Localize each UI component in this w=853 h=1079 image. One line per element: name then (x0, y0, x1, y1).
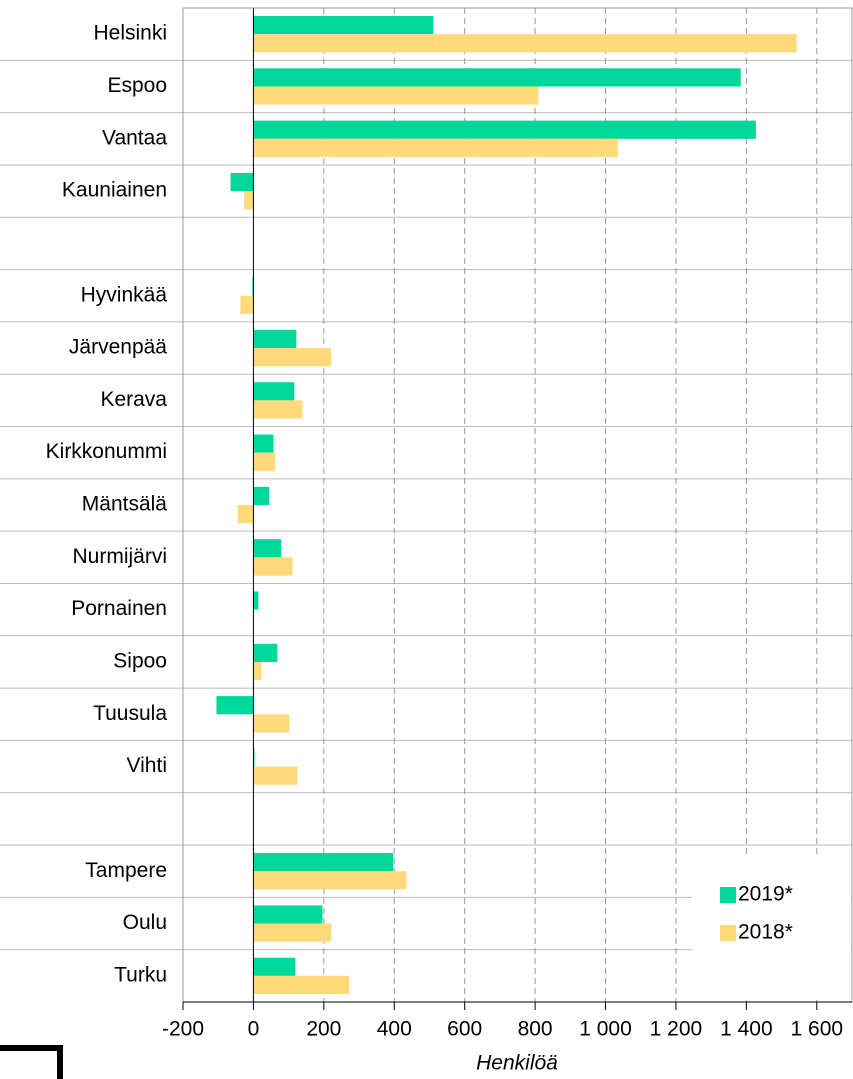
bar (253, 591, 259, 610)
bar (253, 923, 332, 942)
x-tick-label: 800 (518, 1018, 553, 1041)
x-tick-label: 200 (306, 1018, 341, 1041)
y-tick-label: Tampere (85, 859, 167, 882)
y-tick-label: Sipoo (113, 649, 167, 672)
x-tick-label: 1 200 (650, 1018, 703, 1041)
bar (253, 382, 295, 401)
legend-swatch (720, 887, 736, 903)
bar (253, 714, 290, 733)
bar (253, 748, 255, 767)
bar (253, 86, 539, 105)
y-tick-label: Oulu (123, 911, 167, 934)
y-tick-label: Tuusula (93, 702, 167, 725)
y-tick-label: Kerava (100, 388, 167, 411)
bar (253, 853, 394, 872)
bar (253, 120, 756, 139)
bar (253, 871, 407, 890)
bar (253, 661, 262, 681)
x-tick-label: 1 000 (579, 1018, 632, 1041)
bar (253, 766, 298, 785)
bar (252, 277, 254, 296)
bar (253, 452, 276, 471)
legend-swatch (720, 925, 736, 941)
bar (253, 68, 741, 87)
legend-box (692, 855, 851, 1000)
y-tick-label: Pornainen (71, 597, 167, 620)
x-tick-label: 1 400 (720, 1018, 773, 1041)
bar (253, 905, 323, 924)
bar (253, 34, 797, 53)
x-tick-label: 400 (377, 1018, 412, 1041)
legend-label: 2019* (738, 883, 793, 906)
bar (253, 975, 350, 994)
y-tick-label: Hyvinkää (81, 283, 168, 306)
legend-label: 2018* (738, 921, 793, 944)
plot-frame (182, 7, 853, 1003)
y-tick-label: Kauniainen (62, 179, 167, 202)
y-tick-label: Turku (114, 963, 167, 986)
y-tick-label: Mäntsälä (82, 493, 168, 516)
bar (253, 486, 270, 505)
bar (253, 539, 282, 558)
x-tick-label: 600 (447, 1018, 482, 1041)
x-tick-label: 1 600 (791, 1018, 844, 1041)
bar (253, 329, 297, 349)
y-tick-label: Nurmijärvi (73, 545, 168, 568)
bar (253, 400, 303, 419)
bar (253, 643, 278, 662)
bar (230, 172, 254, 192)
y-tick-label: Vantaa (102, 126, 167, 149)
bar (253, 16, 434, 35)
bar (253, 957, 296, 976)
bar (216, 696, 254, 715)
bar (253, 557, 293, 576)
y-tick-label: Helsinki (93, 22, 167, 45)
corner-decoration (0, 1045, 63, 1079)
y-tick-label: Espoo (107, 74, 167, 97)
bar (253, 348, 332, 367)
bar (253, 138, 618, 157)
bar (244, 191, 254, 210)
y-tick-label: Kirkkonummi (46, 440, 167, 463)
x-axis-label: Henkilöä (476, 1052, 558, 1075)
x-tick-label: 0 (248, 1018, 260, 1041)
y-tick-label: Järvenpää (69, 336, 167, 359)
bar (237, 505, 254, 524)
bar (253, 434, 274, 453)
x-tick-label: -200 (162, 1018, 204, 1041)
bar (240, 295, 254, 314)
y-tick-label: Vihti (127, 754, 167, 777)
